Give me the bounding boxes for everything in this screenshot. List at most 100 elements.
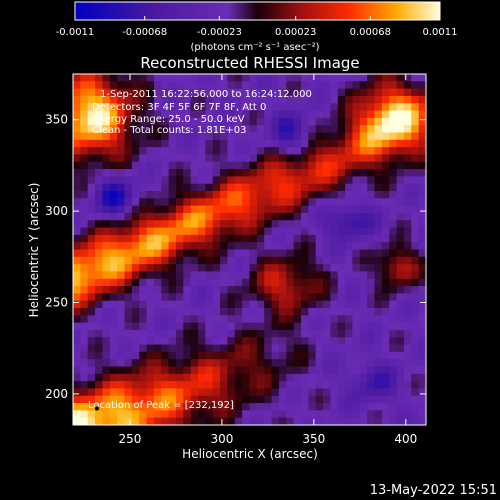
heatmap-cell xyxy=(396,154,405,163)
heatmap-cell xyxy=(139,344,147,353)
heatmap-cell xyxy=(109,103,118,111)
heatmap-cell xyxy=(183,125,192,133)
heatmap-cell xyxy=(73,344,81,353)
heatmap-cell xyxy=(80,242,89,250)
heatmap-cell xyxy=(323,403,331,411)
heatmap-cell xyxy=(146,110,155,119)
heatmap-cell xyxy=(102,264,111,272)
heatmap-cell xyxy=(234,329,243,338)
heatmap-cell xyxy=(131,81,140,90)
heatmap-cell xyxy=(411,366,420,375)
heatmap-cell xyxy=(330,381,339,389)
heatmap-cell xyxy=(256,278,265,287)
heatmap-cell xyxy=(389,395,397,404)
heatmap-cell xyxy=(87,132,96,141)
heatmap-cell xyxy=(73,103,81,111)
heatmap-cell xyxy=(161,395,169,404)
heatmap-cell xyxy=(271,169,280,177)
heatmap-cell xyxy=(359,176,368,185)
heatmap-cell xyxy=(198,198,206,207)
heatmap-cell xyxy=(396,351,405,360)
heatmap-cell xyxy=(109,403,118,411)
heatmap-cell xyxy=(205,381,214,389)
heatmap-cell xyxy=(139,249,147,258)
heatmap-cell xyxy=(330,154,339,163)
heatmap-cell xyxy=(146,227,155,236)
heatmap-cell xyxy=(403,373,412,382)
heatmap-cell xyxy=(220,95,228,104)
heatmap-cell xyxy=(330,329,339,338)
heatmap-cell xyxy=(109,351,118,360)
heatmap-cell xyxy=(80,373,89,382)
heatmap-image xyxy=(73,74,426,425)
heatmap-cell xyxy=(345,220,353,228)
heatmap-cell xyxy=(220,359,228,367)
heatmap-cell xyxy=(234,125,243,133)
heatmap-cell xyxy=(352,315,361,324)
heatmap-cell xyxy=(315,264,324,272)
heatmap-cell xyxy=(212,74,221,82)
heatmap-cell xyxy=(80,344,89,353)
heatmap-cell xyxy=(212,139,221,148)
heatmap-cell xyxy=(330,183,339,192)
heatmap-cell xyxy=(315,205,324,214)
heatmap-cell xyxy=(139,103,147,111)
heatmap-cell xyxy=(411,329,420,338)
heatmap-cell xyxy=(131,234,140,243)
heatmap-cell xyxy=(212,220,221,228)
heatmap-cell xyxy=(389,315,397,324)
heatmap-cell xyxy=(87,227,96,236)
heatmap-cell xyxy=(396,315,405,324)
heatmap-cell xyxy=(175,139,184,148)
heatmap-cell xyxy=(330,256,339,265)
heatmap-cell xyxy=(256,81,265,90)
heatmap-cell xyxy=(80,161,89,170)
heatmap-cell xyxy=(220,300,228,309)
heatmap-cell xyxy=(212,337,221,345)
heatmap-cell xyxy=(323,154,331,163)
heatmap-cell xyxy=(403,344,412,353)
heatmap-cell xyxy=(183,359,192,367)
heatmap-cell xyxy=(389,337,397,345)
heatmap-cell xyxy=(183,132,192,141)
heatmap-cell xyxy=(161,242,169,250)
heatmap-cell xyxy=(315,117,324,126)
heatmap-cell xyxy=(109,271,118,280)
heatmap-cell xyxy=(271,161,280,170)
heatmap-cell xyxy=(359,293,368,302)
heatmap-cell xyxy=(124,417,133,425)
heatmap-cell xyxy=(278,417,287,425)
heatmap-cell xyxy=(168,103,177,111)
heatmap-cell xyxy=(315,395,324,404)
heatmap-cell xyxy=(359,256,368,265)
heatmap-cell xyxy=(73,417,81,425)
heatmap-cell xyxy=(293,125,302,133)
heatmap-cell xyxy=(271,366,280,375)
heatmap-cell xyxy=(286,337,295,345)
heatmap-cell xyxy=(337,271,346,280)
heatmap-cell xyxy=(278,322,287,331)
heatmap-cell xyxy=(396,234,405,243)
heatmap-cell xyxy=(308,249,317,258)
heatmap-cell xyxy=(249,154,258,163)
heatmap-cell xyxy=(323,183,331,192)
heatmap-cell xyxy=(153,191,162,199)
heatmap-cell xyxy=(300,205,309,214)
heatmap-cell xyxy=(396,329,405,338)
heatmap-cell xyxy=(256,139,265,148)
heatmap-cell xyxy=(308,395,317,404)
heatmap-cell xyxy=(389,329,397,338)
heatmap-cell xyxy=(345,169,353,177)
heatmap-cell xyxy=(146,417,155,425)
heatmap-cell xyxy=(212,249,221,258)
heatmap-cell xyxy=(389,286,397,294)
heatmap-cell xyxy=(352,417,361,425)
heatmap-cell xyxy=(256,373,265,382)
heatmap-cell xyxy=(352,169,361,177)
heatmap-cell xyxy=(124,403,133,411)
heatmap-cell xyxy=(403,388,412,397)
heatmap-cell xyxy=(271,234,280,243)
heatmap-cell xyxy=(124,410,133,419)
heatmap-cell xyxy=(205,176,214,185)
heatmap-cell xyxy=(278,234,287,243)
